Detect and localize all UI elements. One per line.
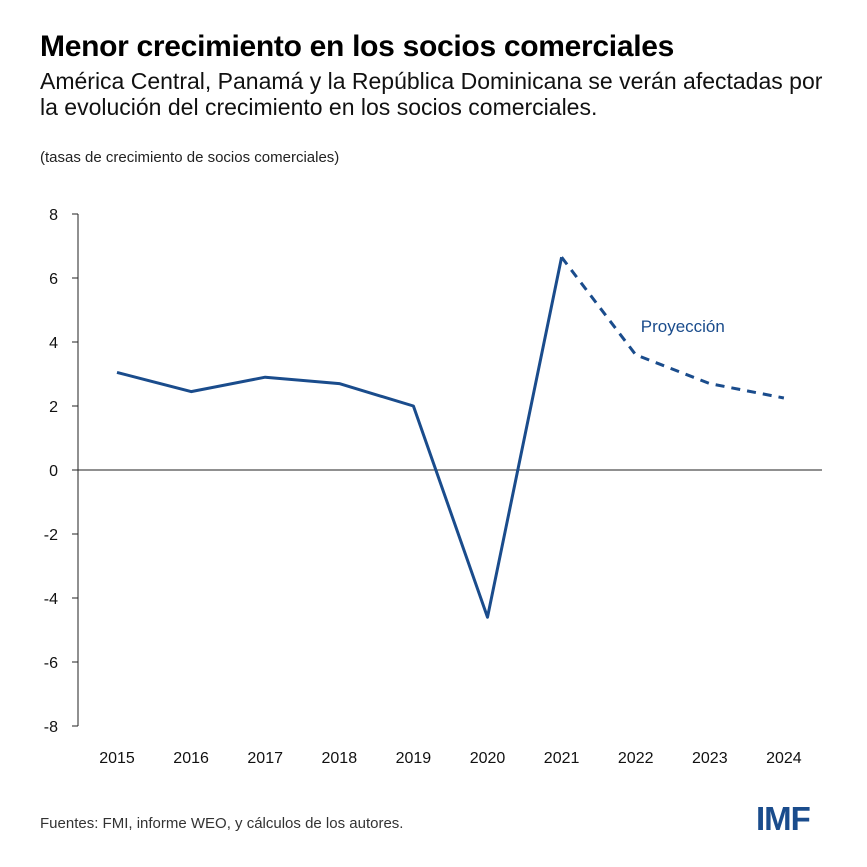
chart-annotations: Proyección xyxy=(641,317,725,336)
y-tick-label: 4 xyxy=(49,335,58,352)
source-note: Fuentes: FMI, informe WEO, y cálculos de… xyxy=(40,815,404,832)
x-tick-label: 2017 xyxy=(247,750,283,767)
units-note: (tasas de crecimiento de socios comercia… xyxy=(40,149,340,166)
projection-line xyxy=(560,256,785,400)
x-tick-label: 2021 xyxy=(544,750,580,767)
tick-labels: 8 6 4 2 0 -2 -4 -6 -8 2015 2016 2017 2018 2019 2020 202… xyxy=(44,207,802,767)
x-tick-label: 2020 xyxy=(470,750,506,767)
chart-title: Menor crecimiento en los socios comercia… xyxy=(40,30,675,63)
historical-line xyxy=(116,256,564,619)
y-tick-label: 2 xyxy=(49,399,58,416)
chart-series xyxy=(116,256,785,619)
x-tick-label: 2023 xyxy=(692,750,728,767)
x-tick-label: 2018 xyxy=(322,750,358,767)
y-tick-label: -8 xyxy=(44,719,58,736)
y-tick-label: -4 xyxy=(44,591,58,608)
x-tick-label: 2015 xyxy=(99,750,135,767)
chart-subtitle: América Central, Panamá y la República D… xyxy=(40,68,823,120)
y-tick-label: -2 xyxy=(44,527,58,544)
y-tick-label: -6 xyxy=(44,655,58,672)
y-tick-label: 0 xyxy=(49,463,58,480)
imf-logo: IMF xyxy=(756,800,811,837)
x-tick-label: 2019 xyxy=(396,750,432,767)
x-tick-label: 2024 xyxy=(766,750,802,767)
x-tick-label: 2016 xyxy=(173,750,209,767)
chart-axes xyxy=(72,213,822,727)
projection-label: Proyección xyxy=(641,317,725,336)
y-tick-label: 8 xyxy=(49,207,58,224)
y-tick-label: 6 xyxy=(49,271,58,288)
x-tick-label: 2022 xyxy=(618,750,654,767)
